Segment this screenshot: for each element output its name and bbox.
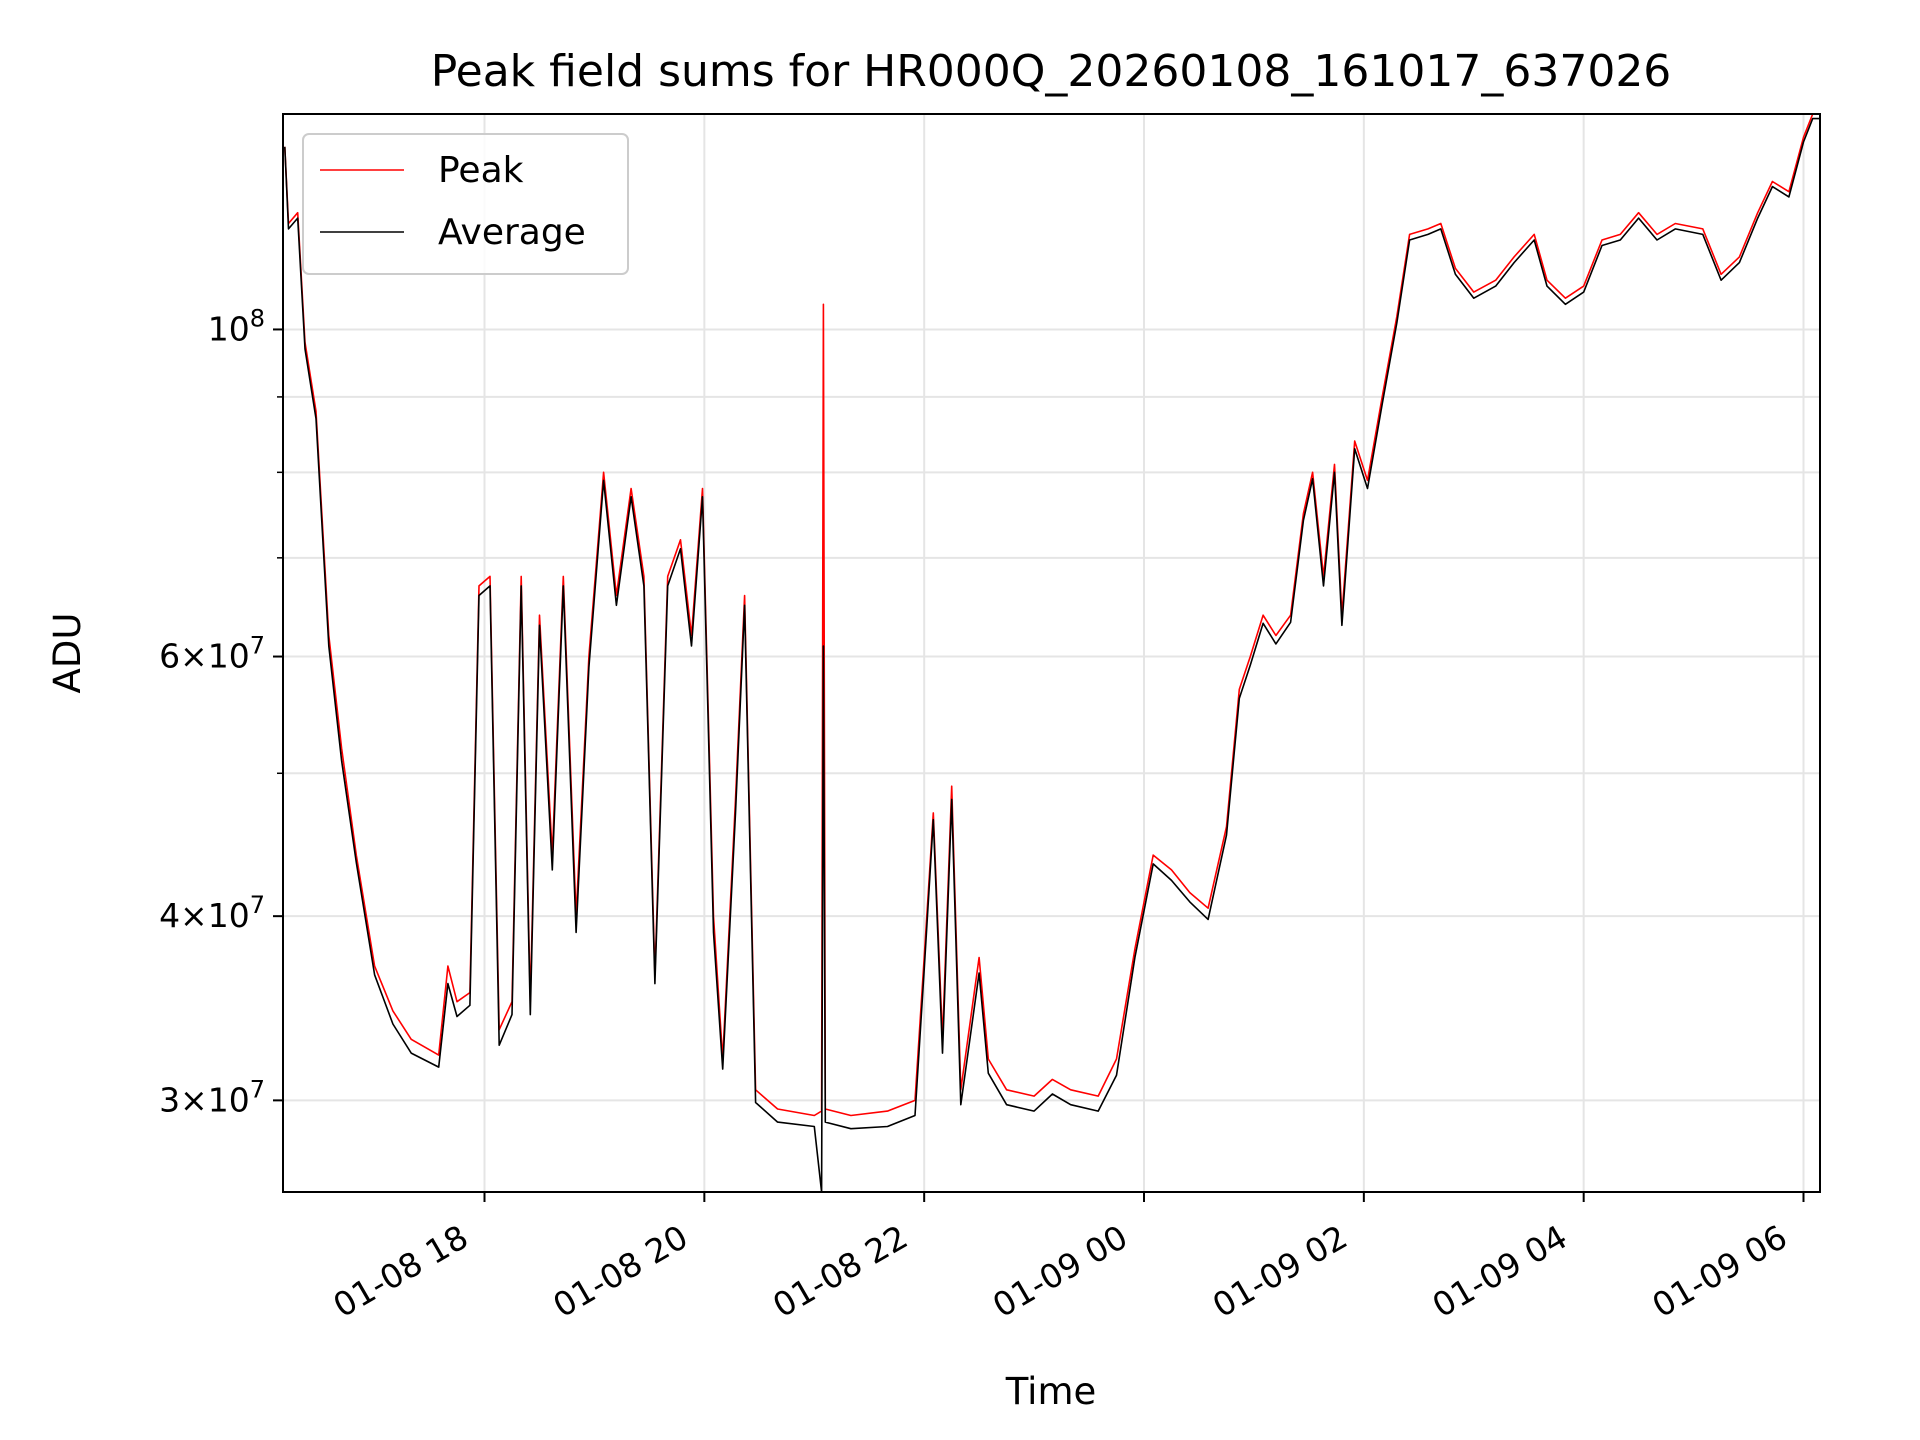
y-tick-label: 3×107	[159, 1075, 265, 1119]
y-tick-label: 4×107	[159, 891, 265, 935]
y-tick-label: 108	[208, 304, 265, 348]
legend-label-peak: Peak	[438, 150, 524, 191]
series-line-peak	[284, 113, 1820, 1117]
x-axis-title: Time	[1005, 1370, 1097, 1413]
legend-box	[302, 133, 629, 275]
chart-title: Peak field sums for HR000Q_20260108_1610…	[431, 46, 1672, 97]
legend: Peak Average	[302, 133, 629, 275]
y-axis-title: ADU	[46, 613, 89, 694]
series-line-average	[284, 117, 1820, 1193]
legend-label-average: Average	[438, 212, 586, 253]
grid	[283, 114, 1820, 1192]
plot-frame	[282, 113, 1821, 1193]
series-lines	[284, 113, 1820, 1193]
y-tick-label: 6×107	[159, 632, 265, 676]
